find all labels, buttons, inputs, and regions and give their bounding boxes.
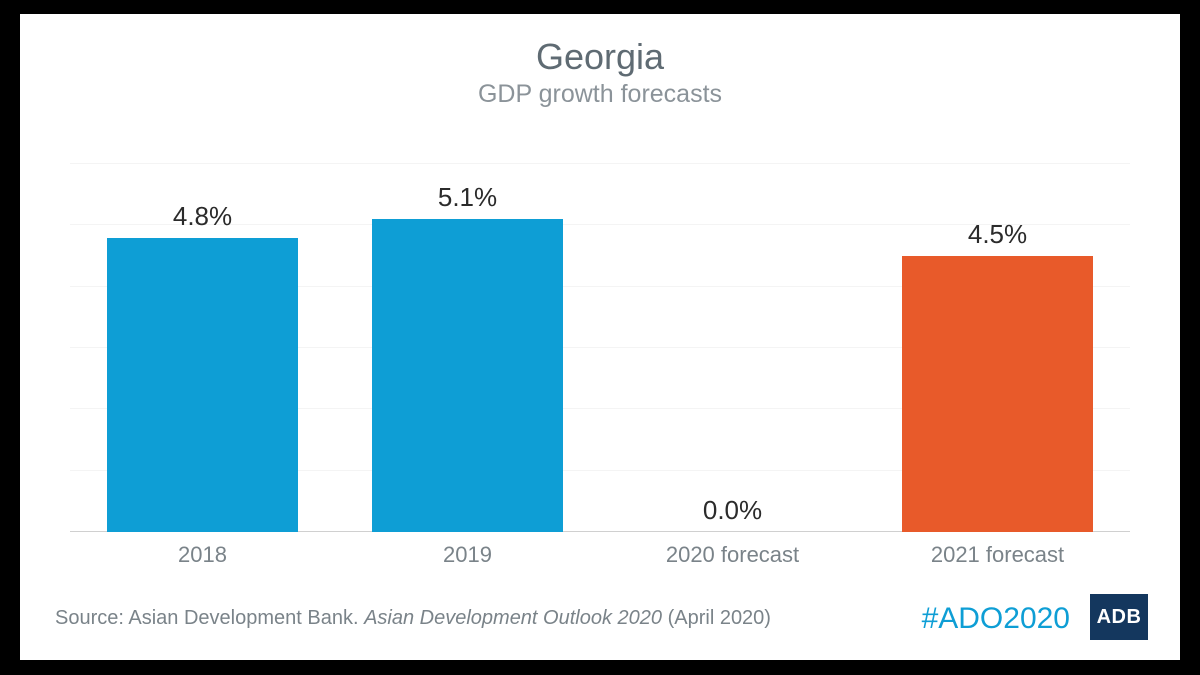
source-attribution: Source: Asian Development Bank. Asian De… (55, 607, 771, 630)
source-suffix: (April 2020) (662, 607, 771, 629)
category-label: 2018 (70, 542, 335, 568)
category-label: 2021 forecast (865, 542, 1130, 568)
bar-value-label: 0.0% (542, 495, 924, 526)
gridline (70, 163, 1130, 164)
chart-frame: Georgia GDP growth forecasts 4.8%5.1%0.0… (20, 14, 1180, 660)
source-italic: Asian Development Outlook 2020 (364, 607, 662, 629)
category-label: 2019 (335, 542, 600, 568)
category-label: 2020 forecast (600, 542, 865, 568)
bar-value-label: 4.5% (807, 219, 1189, 250)
bar: 5.1% (372, 219, 563, 532)
hashtag: #ADO2020 (922, 602, 1070, 636)
bar-value-label: 5.1% (277, 182, 659, 213)
bar: 4.5% (902, 256, 1093, 532)
source-prefix: Source: Asian Development Bank. (55, 607, 364, 629)
bar: 4.8% (107, 238, 298, 532)
chart-title: Georgia (20, 36, 1180, 78)
adb-logo: ADB (1090, 594, 1148, 640)
chart-plot-area: 4.8%5.1%0.0%4.5% (70, 164, 1130, 532)
chart-subtitle: GDP growth forecasts (20, 80, 1180, 109)
